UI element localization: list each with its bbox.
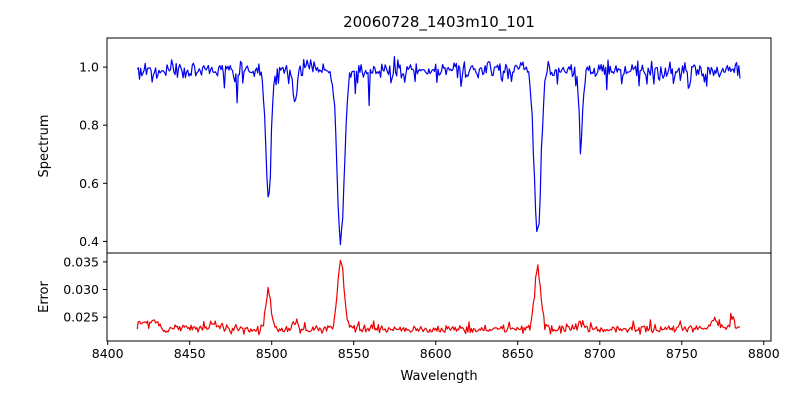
axis-ticks: 8400 8450 8500 8550 8600 8650 8700 8750 8800 0.4 0…	[63, 60, 780, 361]
ylabel-spectrum: Spectrum	[37, 115, 52, 178]
y-tick-label: 0.8	[79, 118, 99, 133]
y-tick-label: 0.4	[79, 234, 99, 249]
y-tick-label: 1.0	[79, 60, 99, 75]
chart-title: 20060728_1403m10_101	[343, 13, 535, 32]
x-tick-label: 8800	[748, 346, 780, 361]
ylabel-error: Error	[37, 281, 52, 313]
y-tick-label: 0.025	[63, 310, 99, 325]
x-tick-label: 8450	[174, 346, 206, 361]
x-tick-label: 8600	[420, 346, 452, 361]
x-tick-label: 8650	[502, 346, 534, 361]
y-tick-label: 0.6	[79, 176, 99, 191]
x-tick-label: 8550	[338, 346, 370, 361]
error-line	[136, 259, 741, 336]
y-tick-label: 0.035	[63, 254, 99, 269]
x-tick-label: 8750	[666, 346, 698, 361]
spectrum-line	[136, 56, 741, 246]
y-tick-label: 0.030	[63, 282, 99, 297]
x-tick-label: 8400	[92, 346, 124, 361]
x-tick-label: 8500	[256, 346, 288, 361]
xlabel: Wavelength	[400, 369, 477, 384]
bottom-panel-spine	[106, 252, 772, 342]
x-tick-label: 8700	[584, 346, 616, 361]
